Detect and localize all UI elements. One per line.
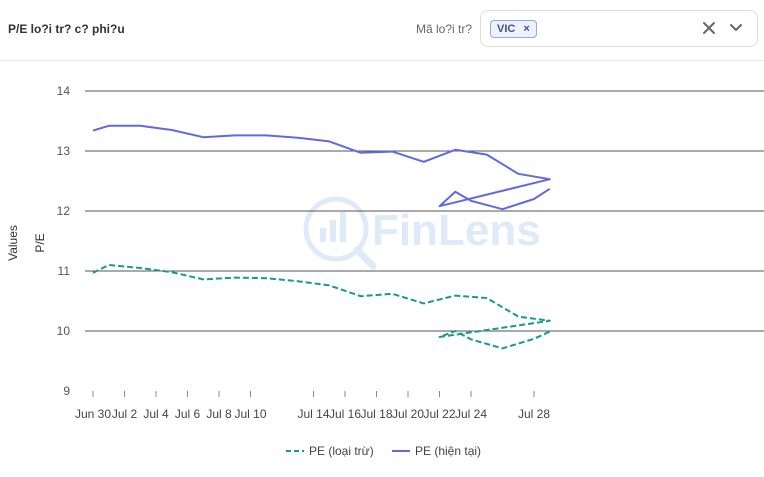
legend: PE (loại trừ) PE (hiện tại) — [286, 444, 481, 458]
y-axis: 9 10 11 12 13 14 — [57, 84, 71, 398]
x-tick-label: Jul 10 — [234, 407, 266, 421]
y-axis-label: P/E — [33, 233, 47, 252]
exclude-ticker-select[interactable]: VIC × — [480, 10, 758, 47]
x-tick-label: Jul 8 — [206, 407, 232, 421]
chip-remove-icon[interactable]: × — [523, 23, 530, 35]
chevron-down-icon[interactable] — [727, 19, 745, 37]
y-axis-title: Values — [6, 225, 20, 261]
x-tick-label: Jun 30 — [75, 407, 111, 421]
x-tick-label: Jul 4 — [143, 407, 169, 421]
x-tick-label: Jul 2 — [112, 407, 138, 421]
series-line[interactable] — [92, 264, 551, 350]
x-tick-label: Jul 22 — [423, 407, 455, 421]
legend-item[interactable]: PE (hiện tại) — [415, 444, 481, 458]
x-tick-label: Jul 14 — [297, 407, 329, 421]
magnifier-chart-icon — [303, 196, 377, 270]
watermark-text: FinLens — [372, 206, 541, 255]
filter-label: Mã lo?i tr? — [416, 22, 473, 36]
x-tick-label: Jul 6 — [175, 407, 201, 421]
watermark: FinLens — [303, 196, 541, 270]
y-tick-label: 14 — [57, 84, 71, 98]
series-line[interactable] — [92, 124, 551, 211]
close-icon[interactable] — [700, 19, 718, 37]
series-layer — [92, 124, 551, 350]
y-tick-label: 9 — [63, 384, 70, 398]
x-tick-label: Jul 16 — [329, 407, 361, 421]
ticker-chip[interactable]: VIC × — [490, 20, 537, 38]
page-title: P/E lo?i tr? c? phi?u — [8, 22, 125, 36]
x-tick-label: Jul 20 — [392, 407, 424, 421]
x-axis: Jun 30 Jul 2 Jul 6 Jul 8 Jul 10 Jul 14 Jul 16 J… — [75, 391, 550, 421]
y-tick-label: 12 — [57, 204, 71, 218]
y-tick-label: 11 — [58, 264, 71, 278]
chart-header: P/E lo?i tr? c? phi?u Mã lo?i tr? VIC × — [0, 0, 764, 61]
legend-item[interactable]: PE (loại trừ) — [309, 444, 374, 458]
x-tick-label: Jul 18 — [360, 407, 392, 421]
pe-line-chart: FinLens 9 10 11 12 13 14 Jun 30 Jul 2 Jul 6 Jul … — [6, 84, 764, 458]
ticker-chip-label: VIC — [497, 23, 516, 35]
y-tick-label: 10 — [57, 324, 71, 338]
grid — [85, 90, 764, 332]
y-tick-label: 13 — [57, 144, 71, 158]
x-tick-label: Jul 28 — [518, 407, 550, 421]
x-tick-label: Jul 24 — [455, 407, 487, 421]
